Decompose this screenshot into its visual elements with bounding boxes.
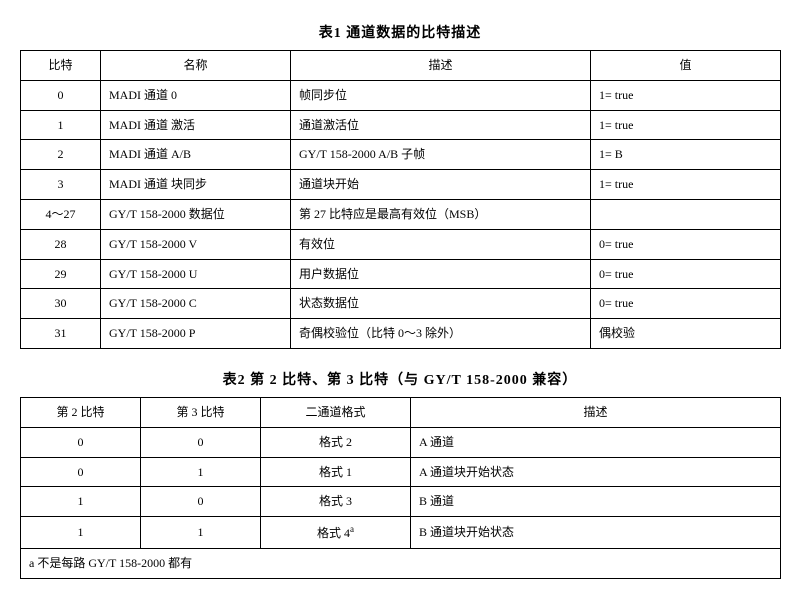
table-row: 30GY/T 158-2000 C状态数据位0= true — [21, 289, 781, 319]
table-row: 0MADI 通道 0帧同步位1= true — [21, 80, 781, 110]
table-row: 4～27GY/T 158-2000 数据位第 27 比特应是最高有效位（MSB） — [21, 199, 781, 229]
table2-cell: 格式 3 — [261, 487, 411, 517]
table1-cell: 1= true — [591, 110, 781, 140]
table2-caption: 表2 第 2 比特、第 3 比特（与 GY/T 158-2000 兼容） — [20, 369, 780, 389]
table1-cell: 偶校验 — [591, 319, 781, 349]
table-row: 31GY/T 158-2000 P奇偶校验位（比特 0～3 除外）偶校验 — [21, 319, 781, 349]
table1-cell — [591, 199, 781, 229]
table2-cell: 0 — [21, 457, 141, 487]
table1-cell: GY/T 158-2000 V — [101, 229, 291, 259]
table2-header: 第 3 比特 — [141, 397, 261, 427]
table2-header: 第 2 比特 — [21, 397, 141, 427]
table1-cell: 0= true — [591, 229, 781, 259]
table-row: 2MADI 通道 A/BGY/T 158-2000 A/B 子帧1= B — [21, 140, 781, 170]
table1-cell: 帧同步位 — [291, 80, 591, 110]
table2-cell: 1 — [141, 517, 261, 549]
table2-cell: A 通道 — [411, 427, 781, 457]
table1-cell: 31 — [21, 319, 101, 349]
table2-cell-text: 格式 4 — [317, 526, 350, 540]
table2-header-row: 第 2 比特 第 3 比特 二通道格式 描述 — [21, 397, 781, 427]
table2-cell: 格式 2 — [261, 427, 411, 457]
table1-cell: 1= true — [591, 170, 781, 200]
table2-cell: 格式 1 — [261, 457, 411, 487]
table-row: 3MADI 通道 块同步通道块开始1= true — [21, 170, 781, 200]
table1-cell: 2 — [21, 140, 101, 170]
table1-cell: 30 — [21, 289, 101, 319]
table-row: 29GY/T 158-2000 U用户数据位0= true — [21, 259, 781, 289]
table1: 比特 名称 描述 值 0MADI 通道 0帧同步位1= true1MADI 通道… — [20, 50, 781, 349]
table1-cell: MADI 通道 激活 — [101, 110, 291, 140]
footnote-marker: a — [350, 524, 354, 534]
table1-caption: 表1 通道数据的比特描述 — [20, 22, 780, 42]
table1-cell: 29 — [21, 259, 101, 289]
table-row: 1MADI 通道 激活通道激活位1= true — [21, 110, 781, 140]
table1-cell: 奇偶校验位（比特 0～3 除外） — [291, 319, 591, 349]
table2-footnote-row: a 不是每路 GY/T 158-2000 都有 — [21, 548, 781, 578]
table-row: 28GY/T 158-2000 V有效位0= true — [21, 229, 781, 259]
table1-header: 名称 — [101, 51, 291, 81]
table2-cell: 0 — [21, 427, 141, 457]
table1-cell: 0 — [21, 80, 101, 110]
table1-body: 0MADI 通道 0帧同步位1= true1MADI 通道 激活通道激活位1= … — [21, 80, 781, 348]
table-row: 10格式 3B 通道 — [21, 487, 781, 517]
table2-cell: 0 — [141, 427, 261, 457]
table2-cell: 1 — [21, 487, 141, 517]
table2-cell: 0 — [141, 487, 261, 517]
table1-cell: 第 27 比特应是最高有效位（MSB） — [291, 199, 591, 229]
table1-cell: 用户数据位 — [291, 259, 591, 289]
table1-cell: GY/T 158-2000 C — [101, 289, 291, 319]
table1-cell: 1= true — [591, 80, 781, 110]
table1-cell: GY/T 158-2000 U — [101, 259, 291, 289]
table1-cell: MADI 通道 A/B — [101, 140, 291, 170]
table-row: 01格式 1A 通道块开始状态 — [21, 457, 781, 487]
table1-cell: 1= B — [591, 140, 781, 170]
table2-header: 二通道格式 — [261, 397, 411, 427]
table1-cell: MADI 通道 块同步 — [101, 170, 291, 200]
table1-cell: 通道激活位 — [291, 110, 591, 140]
table1-cell: 状态数据位 — [291, 289, 591, 319]
table2-cell: B 通道块开始状态 — [411, 517, 781, 549]
table1-cell: 1 — [21, 110, 101, 140]
table2-header: 描述 — [411, 397, 781, 427]
table1-cell: GY/T 158-2000 P — [101, 319, 291, 349]
table1-cell: 有效位 — [291, 229, 591, 259]
table1-header: 值 — [591, 51, 781, 81]
table1-header-row: 比特 名称 描述 值 — [21, 51, 781, 81]
table1-header: 比特 — [21, 51, 101, 81]
table1-header: 描述 — [291, 51, 591, 81]
table2-row-special: 1 1 格式 4a B 通道块开始状态 — [21, 517, 781, 549]
table2-cell: A 通道块开始状态 — [411, 457, 781, 487]
table1-cell: 4～27 — [21, 199, 101, 229]
table2: 第 2 比特 第 3 比特 二通道格式 描述 00格式 2A 通道01格式 1A… — [20, 397, 781, 579]
table1-cell: 0= true — [591, 259, 781, 289]
table2-cell: 1 — [21, 517, 141, 549]
table1-cell: 28 — [21, 229, 101, 259]
table-row: 00格式 2A 通道 — [21, 427, 781, 457]
table2-cell: B 通道 — [411, 487, 781, 517]
table1-cell: GY/T 158-2000 数据位 — [101, 199, 291, 229]
table1-cell: 3 — [21, 170, 101, 200]
table2-cell: 1 — [141, 457, 261, 487]
table2-footnote: a 不是每路 GY/T 158-2000 都有 — [21, 548, 781, 578]
table1-cell: MADI 通道 0 — [101, 80, 291, 110]
table1-cell: 通道块开始 — [291, 170, 591, 200]
table1-cell: 0= true — [591, 289, 781, 319]
table2-cell: 格式 4a — [261, 517, 411, 549]
table1-cell: GY/T 158-2000 A/B 子帧 — [291, 140, 591, 170]
table2-body: 00格式 2A 通道01格式 1A 通道块开始状态10格式 3B 通道 — [21, 427, 781, 516]
